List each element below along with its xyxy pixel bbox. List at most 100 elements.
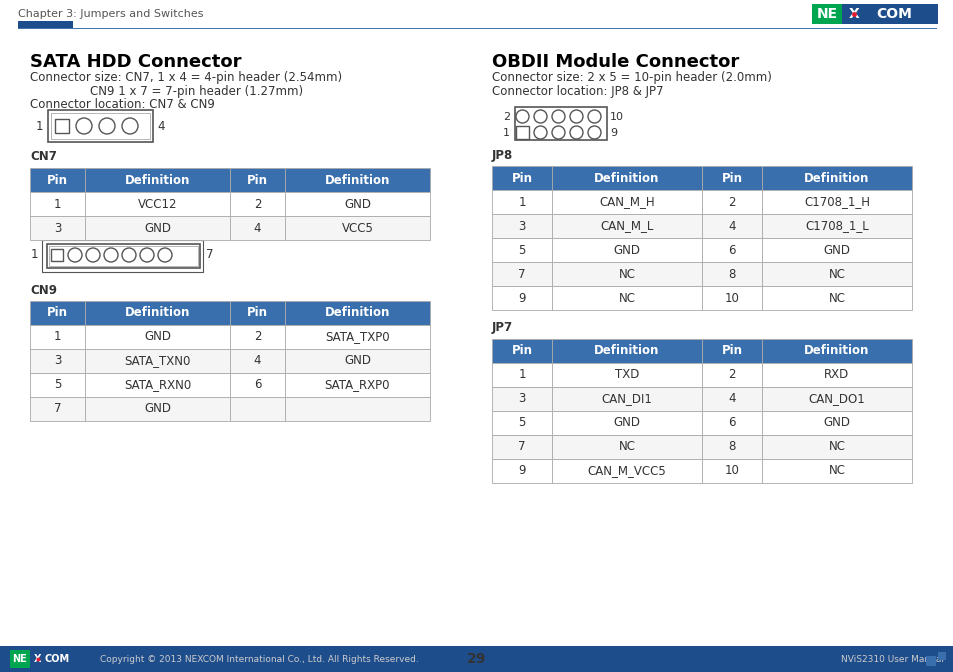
Text: CN9: CN9 [30, 284, 57, 296]
Text: 9: 9 [609, 128, 617, 138]
Text: 2: 2 [253, 198, 261, 210]
Bar [492, 339, 552, 363]
Bar [552, 214, 701, 238]
Bar [925, 656, 935, 666]
Bar [42, 240, 203, 272]
Text: 10: 10 [609, 112, 623, 122]
Bar [761, 363, 911, 387]
Text: Pin: Pin [720, 171, 741, 185]
Text: 5: 5 [517, 417, 525, 429]
Text: GND: GND [144, 222, 171, 235]
Circle shape [99, 118, 115, 134]
Text: GND: GND [344, 355, 371, 368]
Text: 6: 6 [727, 243, 735, 257]
Bar [761, 262, 911, 286]
Bar [761, 238, 911, 262]
Bar [552, 411, 701, 435]
Text: 2: 2 [727, 368, 735, 382]
Bar [30, 325, 85, 349]
Text: NC: NC [618, 267, 635, 280]
Bar [18, 21, 73, 28]
Text: Definition: Definition [594, 345, 659, 358]
Text: NC: NC [618, 292, 635, 304]
Text: 6: 6 [727, 417, 735, 429]
Text: GND: GND [144, 331, 171, 343]
Bar [552, 190, 701, 214]
Bar [552, 238, 701, 262]
Bar [761, 190, 911, 214]
Text: VCC12: VCC12 [137, 198, 177, 210]
Bar [552, 387, 701, 411]
Text: Definition: Definition [594, 171, 659, 185]
Bar [552, 339, 701, 363]
Bar [515, 107, 606, 140]
Bar [30, 168, 85, 192]
Text: NViS2310 User Manual: NViS2310 User Manual [841, 655, 943, 663]
Bar [85, 397, 230, 421]
Bar [492, 166, 552, 190]
Bar [285, 192, 430, 216]
Text: Definition: Definition [125, 173, 190, 187]
Text: CAN_M_L: CAN_M_L [599, 220, 653, 233]
Text: 4: 4 [253, 222, 261, 235]
Bar [30, 349, 85, 373]
Circle shape [587, 110, 600, 123]
Circle shape [552, 110, 564, 123]
Bar [761, 339, 911, 363]
Text: 10: 10 [723, 464, 739, 478]
Text: 2: 2 [727, 196, 735, 208]
Circle shape [122, 118, 138, 134]
Text: Definition: Definition [324, 173, 390, 187]
Text: 7: 7 [206, 249, 213, 261]
Bar [285, 301, 430, 325]
Bar [492, 262, 552, 286]
Text: 9: 9 [517, 464, 525, 478]
Text: 4: 4 [157, 120, 164, 132]
Text: SATA HDD Connector: SATA HDD Connector [30, 53, 241, 71]
Bar [230, 349, 285, 373]
Text: COM: COM [45, 654, 70, 664]
Bar [49, 246, 198, 266]
Text: SATA_RXN0: SATA_RXN0 [124, 378, 191, 392]
Text: Chapter 3: Jumpers and Switches: Chapter 3: Jumpers and Switches [18, 9, 203, 19]
Circle shape [68, 248, 82, 262]
Bar [492, 214, 552, 238]
Text: GND: GND [822, 417, 850, 429]
Bar [10, 650, 30, 668]
Text: NC: NC [827, 464, 844, 478]
Text: Connector location: CN7 & CN9: Connector location: CN7 & CN9 [30, 97, 214, 110]
Circle shape [140, 248, 153, 262]
Text: 2: 2 [253, 331, 261, 343]
Text: GND: GND [344, 198, 371, 210]
Text: GND: GND [613, 417, 639, 429]
Text: Pin: Pin [47, 306, 68, 319]
Bar [492, 190, 552, 214]
Bar [230, 192, 285, 216]
Bar [230, 397, 285, 421]
Circle shape [122, 248, 136, 262]
Text: GND: GND [613, 243, 639, 257]
Bar [761, 286, 911, 310]
Text: NE: NE [12, 654, 28, 664]
Text: GND: GND [144, 403, 171, 415]
Text: 4: 4 [727, 392, 735, 405]
Bar [701, 166, 761, 190]
Bar [937, 652, 945, 660]
Text: 8: 8 [727, 441, 735, 454]
Text: Definition: Definition [125, 306, 190, 319]
Text: JP8: JP8 [492, 149, 513, 161]
Bar [492, 411, 552, 435]
Bar [30, 397, 85, 421]
Text: JP7: JP7 [492, 321, 513, 335]
Bar [701, 238, 761, 262]
Text: NC: NC [618, 441, 635, 454]
Circle shape [534, 110, 546, 123]
Text: Pin: Pin [247, 306, 268, 319]
Bar [30, 301, 85, 325]
Bar [552, 435, 701, 459]
Bar [30, 192, 85, 216]
Bar [85, 373, 230, 397]
Text: 3: 3 [53, 222, 61, 235]
Text: 3: 3 [517, 220, 525, 233]
Circle shape [76, 118, 91, 134]
